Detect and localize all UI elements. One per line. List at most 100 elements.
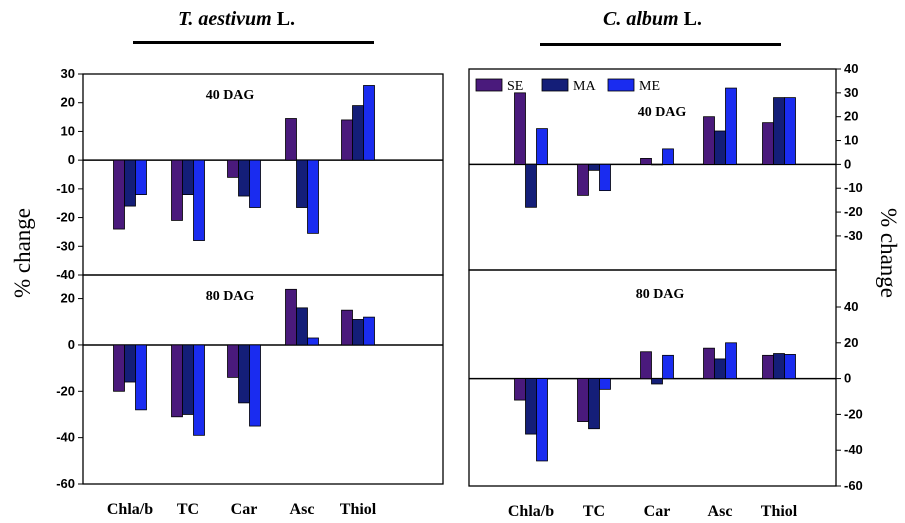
right-title-suffix: L. — [678, 8, 702, 30]
bar-se-car — [640, 158, 652, 165]
bar-me-tc — [193, 344, 205, 436]
y-tick-label: 40 — [844, 61, 858, 76]
bar-me-car — [662, 354, 674, 379]
bar-ma-tc — [588, 378, 600, 430]
y-tick-label: -20 — [844, 406, 863, 421]
bar-se-asc — [703, 347, 715, 380]
bar-me-thiol — [363, 316, 375, 346]
bar-se-chlab — [514, 92, 526, 165]
bar-me-chlab — [135, 344, 147, 411]
bar-se-chlab — [113, 159, 125, 230]
bar-se-car — [227, 344, 239, 378]
bar-ma-car — [238, 159, 250, 197]
x-tick-label: Asc — [708, 503, 733, 520]
legend: SE MA ME — [475, 78, 660, 94]
x-tick-label: TC — [583, 503, 605, 520]
bar-ma-tc — [182, 344, 194, 415]
y-tick-label: -60 — [56, 476, 75, 491]
40-dag-label-left: 40 DAG — [206, 88, 255, 103]
x-tick-label: Chla/b — [508, 503, 554, 520]
x-tick-label: Car — [644, 503, 671, 520]
y-tick-label: -30 — [56, 238, 75, 253]
bar-me-car — [662, 148, 674, 165]
y-tick-label: 0 — [844, 156, 851, 171]
bar-me-asc — [725, 342, 737, 379]
right-title-species: C. album — [603, 8, 679, 30]
y-tick-label: 20 — [844, 109, 858, 124]
panel-3: -30 -20 -10 0 10 20 30 40 40 DAG — [468, 61, 863, 271]
bar-se-thiol — [341, 309, 353, 346]
bar-ma-thiol — [773, 353, 785, 380]
y-tick-label: 40 — [844, 299, 858, 314]
bar-me-tc — [599, 378, 611, 390]
x-tick-label: TC — [177, 501, 199, 518]
left-title: T. aestivum L. — [178, 8, 295, 31]
bar-ma-car — [651, 378, 663, 385]
bar-se-tc — [171, 159, 183, 221]
y-tick-label: -20 — [56, 210, 75, 225]
bar-me-thiol — [784, 97, 796, 165]
y-tick-label: -20 — [844, 204, 863, 219]
left-title-species: T. aestivum — [178, 8, 272, 30]
bar-me-car — [249, 344, 261, 427]
bar-ma-tc — [182, 159, 194, 195]
bar-se-asc — [285, 118, 297, 161]
bar-se-asc — [703, 116, 715, 165]
right-title-rule — [540, 43, 781, 46]
panel-2: -60 -40 -20 0 20 80 DAG Chla/b TC Car Asc Thiol — [56, 274, 444, 518]
legend-swatch-se — [475, 78, 503, 92]
y-tick-label: 30 — [844, 85, 858, 100]
y-tick-label: 20 — [844, 335, 858, 350]
bar-me-car — [249, 159, 261, 208]
bar-me-asc — [307, 159, 319, 234]
80-dag-label-right: 80 DAG — [636, 287, 685, 302]
bar-se-thiol — [762, 122, 774, 165]
panel-4: -60 -40 -20 0 20 40 80 DAG Chla/b TC Car Asc Thiol — [468, 269, 863, 520]
bar-ma-chlab — [124, 159, 136, 207]
bar-ma-chlab — [124, 344, 136, 383]
40-dag-label-right: 40 DAG — [638, 105, 687, 120]
y-tick-label: 0 — [68, 337, 75, 352]
y-tick-label: -40 — [844, 442, 863, 457]
bar-se-thiol — [341, 119, 353, 161]
bar-ma-tc — [588, 163, 600, 171]
panel-frame — [82, 274, 444, 485]
y-tick-label: 10 — [61, 123, 75, 138]
bar-se-car — [227, 159, 239, 178]
bar-se-asc — [285, 288, 297, 346]
y-tick-label: -30 — [844, 228, 863, 243]
legend-label-ma: MA — [573, 79, 596, 94]
legend-swatch-ma — [541, 78, 569, 92]
legend-label-se: SE — [507, 79, 523, 94]
y-tick-label: 20 — [61, 291, 75, 306]
bar-se-car — [640, 351, 652, 380]
bar-ma-car — [238, 344, 250, 404]
y-tick-label: -40 — [56, 430, 75, 445]
bar-me-tc — [193, 159, 205, 241]
x-tick-label: Asc — [290, 501, 315, 518]
bar-se-thiol — [762, 354, 774, 379]
y-tick-label: -10 — [56, 181, 75, 196]
y-tick-label: 30 — [61, 66, 75, 81]
bar-ma-asc — [714, 130, 726, 165]
bar-me-thiol — [363, 85, 375, 161]
bar-se-tc — [577, 378, 589, 422]
x-tick-label: Thiol — [340, 501, 377, 518]
bar-ma-thiol — [352, 319, 364, 346]
bar-ma-thiol — [773, 97, 785, 165]
bar-ma-chlab — [525, 378, 537, 435]
y-tick-label: -60 — [844, 478, 863, 493]
y-tick-label: 0 — [844, 371, 851, 386]
bar-me-chlab — [135, 159, 147, 195]
left-title-rule — [133, 41, 374, 44]
left-title-suffix: L. — [271, 8, 296, 30]
bar-ma-asc — [296, 159, 308, 208]
x-tick-label: Chla/b — [107, 501, 153, 518]
bar-me-thiol — [784, 354, 796, 379]
bar-se-tc — [577, 163, 589, 196]
y-tick-label: -10 — [844, 180, 863, 195]
bar-me-tc — [599, 163, 611, 192]
legend-swatch-me — [607, 78, 635, 92]
bar-me-asc — [725, 87, 737, 165]
